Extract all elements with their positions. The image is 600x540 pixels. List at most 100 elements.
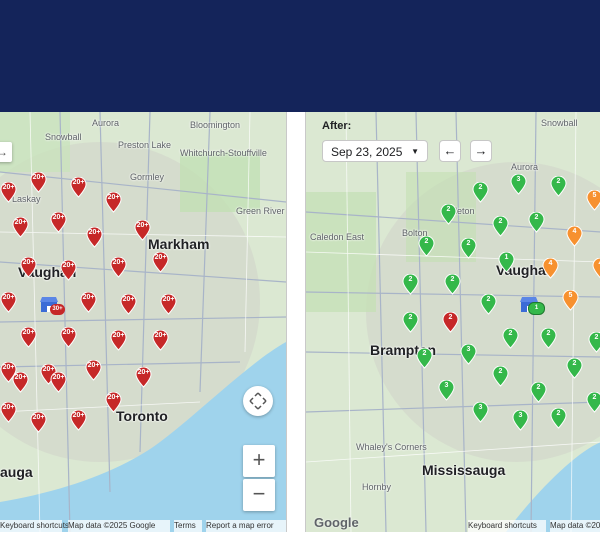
red-pin-marker[interactable]: 20+ — [70, 177, 87, 198]
green-pin-marker[interactable]: 2 — [444, 274, 461, 295]
green-pin-marker[interactable]: 2 — [588, 332, 600, 353]
red-pin-marker[interactable]: 20+ — [80, 292, 97, 313]
red-pin-marker[interactable]: 20+ — [85, 360, 102, 381]
move-icon — [249, 392, 267, 410]
place-label: bleton — [450, 206, 475, 216]
red-pin-marker[interactable]: 20+ — [86, 227, 103, 248]
green-pin-marker[interactable]: 2 — [402, 312, 419, 333]
after-map-panel[interactable]: Snowball Aurora Caledon East Bolton blet… — [305, 112, 600, 532]
green-pin-marker[interactable]: 2 — [530, 382, 547, 403]
storefront-icon — [40, 297, 58, 312]
store-marker[interactable]: 30+ — [40, 296, 65, 315]
orange-pin-marker[interactable]: 5 — [586, 190, 600, 211]
pan-control[interactable] — [243, 386, 273, 416]
place-label: Green River — [236, 206, 285, 216]
place-label: Caledon East — [310, 232, 365, 242]
place-label: Gormley — [130, 172, 165, 182]
green-pin-marker[interactable]: 2 — [502, 328, 519, 349]
red-pin-marker[interactable]: 20+ — [152, 330, 169, 351]
previous-date-button[interactable]: ← — [439, 140, 461, 162]
red-pin-marker[interactable]: 20+ — [20, 327, 37, 348]
place-label: Aurora — [92, 118, 120, 128]
zoom-out-button[interactable]: − — [243, 479, 275, 511]
red-pin-marker[interactable]: 20+ — [152, 252, 169, 273]
place-label: Snowball — [45, 132, 82, 142]
red-pin-marker[interactable]: 20+ — [50, 372, 67, 393]
map-data-attribution: Map data ©2025 — [550, 520, 600, 532]
date-select[interactable]: Sep 23, 2025 ▼ — [322, 140, 428, 162]
green-pin-marker[interactable]: 2 — [402, 274, 419, 295]
city-label: Markham — [148, 236, 210, 252]
red-pin-marker[interactable]: 20+ — [12, 372, 29, 393]
next-arrow-button-partial[interactable]: → — [0, 142, 12, 162]
place-label: Bloomington — [190, 120, 241, 130]
orange-pin-marker[interactable]: 4 — [592, 258, 600, 279]
green-pin-marker[interactable]: 3 — [472, 402, 489, 423]
green-pin-marker[interactable]: 2 — [550, 176, 567, 197]
city-label: auga — [0, 464, 33, 480]
green-pin-marker[interactable]: 3 — [438, 380, 455, 401]
red-pin-marker[interactable]: 20+ — [0, 182, 17, 203]
place-label: Whaley's Corners — [356, 442, 427, 452]
red-pin-marker[interactable]: 20+ — [0, 402, 17, 423]
red-pin-marker[interactable]: 20+ — [134, 220, 151, 241]
red-pin-marker[interactable]: 20+ — [0, 292, 17, 313]
green-pin-marker[interactable]: 2 — [480, 294, 497, 315]
green-pin-marker[interactable]: 2 — [492, 366, 509, 387]
red-pin-marker[interactable]: 20+ — [70, 410, 87, 431]
red-pin-marker[interactable]: 20+ — [30, 172, 47, 193]
green-pin-marker[interactable]: 2 — [440, 204, 457, 225]
place-label: Snowball — [541, 118, 578, 128]
zoom-in-button[interactable]: + — [243, 445, 275, 477]
red-pin-marker[interactable]: 20+ — [60, 260, 77, 281]
green-pin-marker[interactable]: 2 — [418, 236, 435, 257]
green-pin-marker[interactable]: 3 — [510, 174, 527, 195]
red-pin-marker[interactable]: 20+ — [105, 192, 122, 213]
place-label: Hornby — [362, 482, 392, 492]
red-pin-marker[interactable]: 20+ — [110, 330, 127, 351]
store-marker[interactable]: 1 — [520, 296, 545, 315]
red-pin-marker[interactable]: 20+ — [20, 257, 37, 278]
red-pin-marker[interactable]: 20+ — [110, 257, 127, 278]
google-logo: Google — [314, 515, 359, 530]
report-map-error-link[interactable]: Report a map error — [206, 520, 286, 532]
green-pin-marker[interactable]: 2 — [492, 216, 509, 237]
red-pin-marker[interactable]: 20+ — [12, 217, 29, 238]
green-pin-marker[interactable]: 2 — [416, 348, 433, 369]
orange-pin-marker[interactable]: 4 — [542, 258, 559, 279]
green-pin-marker[interactable]: 2 — [528, 212, 545, 233]
panel-gap — [287, 112, 305, 540]
green-pin-marker[interactable]: 2 — [586, 392, 600, 413]
after-heading: After: — [322, 120, 352, 132]
store-count-badge: 1 — [528, 302, 545, 315]
bottom-strip — [0, 532, 600, 540]
red-pin-marker[interactable]: 20+ — [160, 294, 177, 315]
place-label: Bolton — [402, 228, 428, 238]
red-pin-marker[interactable]: 20+ — [30, 412, 47, 433]
red-pin-marker[interactable]: 20+ — [50, 212, 67, 233]
green-pin-marker[interactable]: 2 — [566, 358, 583, 379]
place-label: Laskay — [12, 194, 41, 204]
green-pin-marker[interactable]: 2 — [550, 408, 567, 429]
orange-pin-marker[interactable]: 5 — [562, 290, 579, 311]
place-label: Preston Lake — [118, 140, 172, 150]
green-pin-marker[interactable]: 2 — [460, 238, 477, 259]
green-pin-marker[interactable]: 3 — [512, 410, 529, 431]
keyboard-shortcuts-link[interactable]: Keyboard shortcuts — [468, 520, 546, 532]
red-pin-marker[interactable]: 2 — [442, 312, 459, 333]
app-header-bar — [0, 0, 600, 112]
next-date-button[interactable]: → — [470, 140, 492, 162]
terms-link[interactable]: Terms — [174, 520, 202, 532]
keyboard-shortcuts-link[interactable]: Keyboard shortcuts — [0, 520, 69, 532]
orange-pin-marker[interactable]: 4 — [566, 226, 583, 247]
red-pin-marker[interactable]: 20+ — [105, 392, 122, 413]
red-pin-marker[interactable]: 20+ — [0, 362, 17, 383]
red-pin-marker[interactable]: 20+ — [135, 367, 152, 388]
before-map-panel[interactable]: Bloomington Aurora Snowball Preston Lake… — [0, 112, 287, 532]
green-pin-marker[interactable]: 3 — [460, 344, 477, 365]
red-pin-marker[interactable]: 20+ — [120, 294, 137, 315]
green-star-marker[interactable]: 1 — [498, 252, 515, 273]
green-pin-marker[interactable]: 2 — [472, 182, 489, 203]
green-pin-marker[interactable]: 2 — [540, 328, 557, 349]
red-pin-marker[interactable]: 20+ — [60, 327, 77, 348]
